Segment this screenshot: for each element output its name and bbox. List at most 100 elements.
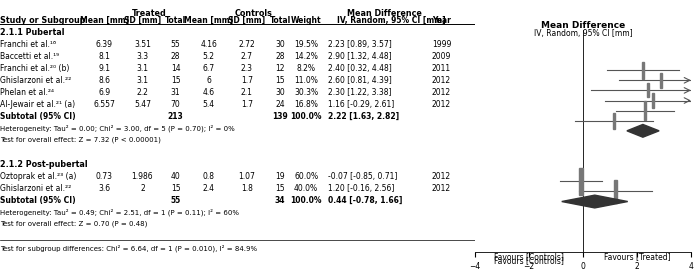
Text: 14.2%: 14.2% [294,52,318,61]
Text: Ghislarzoni et al.²²: Ghislarzoni et al.²² [0,184,71,193]
Text: 3.3: 3.3 [136,52,149,61]
Text: -0.07 [-0.85, 0.71]: -0.07 [-0.85, 0.71] [327,172,397,181]
Text: 5.4: 5.4 [203,100,215,109]
Bar [614,180,617,202]
Text: Total: Total [269,16,290,25]
Text: 2.1.1 Pubertal: 2.1.1 Pubertal [0,28,64,37]
Text: 2012: 2012 [432,88,451,97]
Text: Total: Total [165,16,186,25]
Text: Mean Difference: Mean Difference [347,9,422,18]
Text: SD [mm]: SD [mm] [228,16,265,25]
Text: 6.9: 6.9 [98,88,110,97]
Text: 8.2%: 8.2% [297,64,315,73]
Text: Test for overall effect: Z = 7.32 (P < 0.00001): Test for overall effect: Z = 7.32 (P < 0… [0,137,161,143]
Bar [660,73,662,88]
Bar [644,101,646,120]
Text: Treated: Treated [132,9,167,18]
Text: 60.0%: 60.0% [294,172,318,181]
Text: 28: 28 [275,52,285,61]
Text: 213: 213 [168,112,184,121]
Text: Phelan et al.²⁴: Phelan et al.²⁴ [0,88,54,97]
Text: Subtotal (95% CI): Subtotal (95% CI) [0,112,75,121]
Text: Franchi et al.²⁰ (b): Franchi et al.²⁰ (b) [0,64,69,73]
Text: 6: 6 [207,76,211,85]
Text: Favours [Treated]: Favours [Treated] [604,252,670,261]
Text: 2.72: 2.72 [239,40,255,49]
Text: 11.0%: 11.0% [294,76,318,85]
Text: Mean [mm]: Mean [mm] [184,16,233,25]
Text: Baccetti et al.¹⁹: Baccetti et al.¹⁹ [0,52,59,61]
Text: Weight: Weight [291,16,322,25]
Text: Al-Jewair et al.²¹ (a): Al-Jewair et al.²¹ (a) [0,100,75,109]
Text: 1.8: 1.8 [241,184,253,193]
Text: 2.1: 2.1 [241,88,253,97]
Text: Oztoprak et al.²³ (a): Oztoprak et al.²³ (a) [0,172,76,181]
Text: 1.20 [-0.16, 2.56]: 1.20 [-0.16, 2.56] [327,184,394,193]
Bar [579,167,583,195]
Text: 2.22 [1.63, 2.82]: 2.22 [1.63, 2.82] [327,112,399,121]
Text: 1.7: 1.7 [241,100,253,109]
Text: 2.3: 2.3 [241,64,253,73]
Text: 3.1: 3.1 [136,64,149,73]
Text: Subtotal (95% CI): Subtotal (95% CI) [0,196,75,205]
Text: 2.4: 2.4 [203,184,215,193]
Text: 14: 14 [171,64,180,73]
Text: 15: 15 [275,76,285,85]
Text: 2.1.2 Post-pubertal: 2.1.2 Post-pubertal [0,160,88,169]
Text: 8.6: 8.6 [98,76,110,85]
Text: 2011: 2011 [432,64,451,73]
Text: 9.1: 9.1 [98,64,110,73]
Text: 2.90 [1.32, 4.48]: 2.90 [1.32, 4.48] [327,52,391,61]
Bar [642,62,644,79]
Text: Favours [Controls]: Favours [Controls] [493,252,564,261]
Text: 40.0%: 40.0% [294,184,318,193]
Text: 2.60 [0.81, 4.39]: 2.60 [0.81, 4.39] [327,76,392,85]
Text: 19.5%: 19.5% [294,40,318,49]
Text: 100.0%: 100.0% [290,112,322,121]
Text: 2.2: 2.2 [136,88,149,97]
Text: 31: 31 [171,88,180,97]
Text: 2012: 2012 [432,76,451,85]
Text: 30: 30 [275,40,285,49]
Text: 30: 30 [275,88,285,97]
Text: 1.986: 1.986 [132,172,153,181]
Text: 100.0%: 100.0% [290,196,322,205]
Text: Ghislarzoni et al.²²: Ghislarzoni et al.²² [0,76,71,85]
Text: 15: 15 [275,184,285,193]
Bar [652,93,654,108]
Text: 70: 70 [171,100,181,109]
Text: 6.39: 6.39 [96,40,113,49]
Text: 3.1: 3.1 [136,76,149,85]
Text: Heterogeneity: Tau² = 0.00; Chi² = 3.00, df = 5 (P = 0.70); I² = 0%: Heterogeneity: Tau² = 0.00; Chi² = 3.00,… [0,124,235,132]
Text: 6.557: 6.557 [94,100,115,109]
Text: 1.07: 1.07 [239,172,255,181]
Bar [647,83,648,97]
Text: Year: Year [432,16,451,25]
Text: 24: 24 [275,100,285,109]
Text: 8.1: 8.1 [98,52,110,61]
Text: 3.6: 3.6 [98,184,110,193]
Text: IV, Random, 95% CI [mm]: IV, Random, 95% CI [mm] [337,16,445,25]
Text: 16.8%: 16.8% [294,100,318,109]
Text: 2012: 2012 [432,100,451,109]
Text: 2012: 2012 [432,184,451,193]
Text: 5.47: 5.47 [134,100,151,109]
Text: Mean [mm]: Mean [mm] [80,16,129,25]
Text: 40: 40 [171,172,181,181]
Text: 0.44 [-0.78, 1.66]: 0.44 [-0.78, 1.66] [327,196,402,205]
Text: 4.6: 4.6 [203,88,215,97]
Text: 6.7: 6.7 [203,64,215,73]
Text: Study or Subgroup: Study or Subgroup [0,16,85,25]
Text: Test for subgroup differences: Chi² = 6.64, df = 1 (P = 0.010), I² = 84.9%: Test for subgroup differences: Chi² = 6.… [0,244,257,252]
Text: 15: 15 [171,76,180,85]
Text: 0.73: 0.73 [96,172,113,181]
Text: 28: 28 [171,52,180,61]
Text: Franchi et al.¹⁶: Franchi et al.¹⁶ [0,40,56,49]
Text: 139: 139 [272,112,288,121]
Text: 19: 19 [275,172,285,181]
Text: 2.23 [0.89, 3.57]: 2.23 [0.89, 3.57] [327,40,392,49]
Text: 34: 34 [275,196,285,205]
Text: Test for overall effect: Z = 0.70 (P = 0.48): Test for overall effect: Z = 0.70 (P = 0… [0,221,147,227]
Text: 55: 55 [170,196,181,205]
Text: 4.16: 4.16 [200,40,217,49]
